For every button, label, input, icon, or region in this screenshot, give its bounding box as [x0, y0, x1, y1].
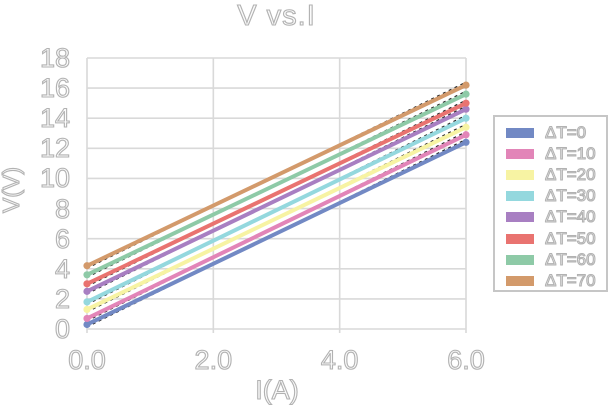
series-line: [86, 140, 467, 327]
y-tick-label: 18: [39, 42, 70, 73]
legend-swatch: [506, 275, 534, 286]
legend: ΔT=0 ΔT=10 ΔT=20 ΔT=30 ΔT=40 ΔT=50 ΔT=60 ΔT=70: [493, 115, 608, 292]
legend-item: ΔT=10: [495, 143, 606, 164]
y-tick-label: 14: [39, 103, 70, 134]
legend-swatch: [506, 212, 534, 223]
legend-label: ΔT=30: [544, 186, 596, 206]
chart-title: V vs.I: [237, 0, 316, 33]
series-marker: [462, 90, 470, 98]
y-tick-label: 6: [54, 223, 70, 254]
series-marker: [83, 314, 91, 323]
series-marker: [462, 105, 470, 113]
y-tick-label: 0: [54, 313, 70, 344]
series-line: [86, 107, 467, 294]
legend-swatch: [506, 233, 534, 244]
legend-swatch: [506, 148, 534, 159]
series-line: [86, 132, 467, 321]
y-tick-label: 10: [39, 163, 70, 194]
y-tick-label: 12: [39, 133, 70, 164]
x-tick-label: 2.0: [194, 345, 233, 375]
legend-label: ΔT=60: [544, 249, 596, 269]
series-marker: [462, 99, 470, 107]
legend-item: ΔT=0: [495, 122, 606, 143]
series-marker: [462, 123, 470, 131]
series-line: [86, 125, 467, 312]
legend-item: ΔT=30: [495, 186, 606, 207]
series-line: [86, 92, 467, 277]
x-tick-label: 0.0: [68, 345, 107, 375]
series-line: [86, 101, 467, 286]
y-tick-label: 2: [54, 283, 70, 314]
legend-label: ΔT=20: [544, 164, 596, 184]
legend-item: ΔT=20: [495, 164, 606, 185]
series-marker: [83, 287, 91, 295]
series-marker: [462, 114, 470, 122]
series-marker: [462, 131, 470, 139]
x-tick-label: 4.0: [320, 345, 359, 375]
legend-label: ΔT=70: [544, 270, 596, 290]
series-marker: [83, 262, 91, 270]
legend-swatch: [506, 127, 534, 138]
series-marker: [462, 81, 470, 89]
x-axis-label: I(A): [255, 374, 300, 405]
legend-item: ΔT=40: [495, 207, 606, 228]
legend-swatch: [506, 191, 534, 202]
legend-label: ΔT=10: [544, 143, 596, 163]
legend-swatch: [506, 169, 534, 180]
series-line: [86, 116, 467, 304]
x-tick-label: 6.0: [447, 345, 486, 375]
legend-item: ΔT=50: [495, 228, 606, 249]
series-marker: [83, 305, 91, 314]
y-tick-label: 16: [39, 73, 70, 104]
series-marker: [83, 271, 91, 279]
series-line: [86, 83, 467, 268]
legend-label: ΔT=50: [544, 228, 596, 248]
y-tick-label: 4: [54, 253, 70, 284]
legend-swatch: [506, 254, 534, 265]
legend-label: ΔT=40: [544, 207, 596, 227]
y-tick-label: 8: [54, 193, 70, 224]
legend-label: ΔT=0: [544, 122, 587, 142]
series-marker: [83, 280, 91, 288]
series-marker: [83, 298, 91, 306]
series-marker: [83, 320, 91, 329]
legend-item: ΔT=60: [495, 249, 606, 270]
legend-item: ΔT=70: [495, 270, 606, 291]
series-marker: [462, 138, 470, 146]
